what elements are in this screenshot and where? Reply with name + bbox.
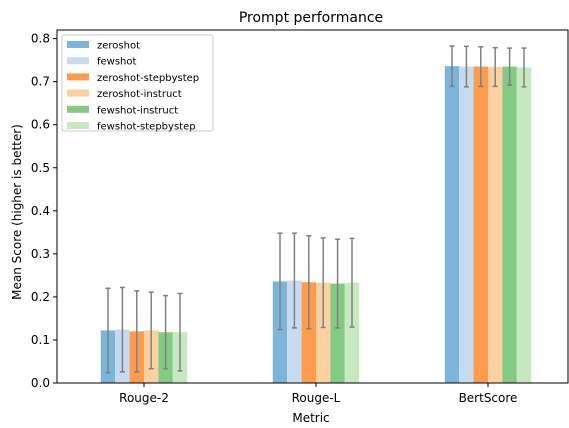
bar-zeroshot-stepbystep-rouge-l <box>301 282 316 383</box>
chart-title: Prompt performance <box>239 10 383 26</box>
y-tick-label: 0.4 <box>31 204 50 218</box>
error-bar-fewshot-instruct-bertscore <box>507 47 513 86</box>
bar-fewshot-stepbystep-bertscore <box>516 67 532 383</box>
y-tick-label: 0.5 <box>31 161 50 175</box>
axes: 0.0 0.1 0.2 0.3 0.4 0.5 0.6 0.7 0.8 Rouge-2 Rouge-… <box>31 29 569 405</box>
x-tick-label: BertScore <box>459 391 518 405</box>
legend-swatch <box>67 57 89 65</box>
legend-label: fewshot-instruct <box>97 105 178 116</box>
legend-label: fewshot <box>97 57 137 68</box>
bar-zeroshot-bertscore <box>444 66 460 383</box>
legend-item-zeroshot-stepbystep: zeroshot-stepbystep <box>67 73 199 84</box>
x-axis-label: Metric <box>292 411 329 424</box>
error-bar-zeroshot-stepbystep-bertscore <box>478 46 484 88</box>
error-bar-zeroshot-instruct-rouge-2 <box>148 291 154 370</box>
legend-label: zeroshot-stepbystep <box>97 73 199 84</box>
error-bar-zeroshot-rouge-2 <box>105 287 111 374</box>
plot-frame <box>56 29 569 384</box>
legend-item-fewshot-instruct: fewshot-instruct <box>67 105 178 116</box>
bar-fewshot-bertscore <box>459 66 474 383</box>
y-tick-label: 0.8 <box>31 32 50 46</box>
legend-item-zeroshot-instruct: zeroshot-instruct <box>67 89 182 100</box>
error-bar-fewshot-instruct-rouge-l <box>335 238 341 329</box>
error-bar-zeroshot-stepbystep-rouge-l <box>306 235 312 330</box>
bar-fewshot-instruct-bertscore <box>502 66 517 383</box>
y-tick-label: 0.3 <box>31 247 50 261</box>
bar-fewshot-instruct-rouge-l <box>330 283 345 383</box>
error-bar-zeroshot-instruct-bertscore <box>492 46 498 88</box>
legend-item-zeroshot: zeroshot <box>67 41 140 52</box>
error-bar-fewshot-rouge-2 <box>119 286 125 373</box>
legend-item-fewshot-stepbystep: fewshot-stepbystep <box>67 122 196 133</box>
legend-swatch <box>67 122 89 129</box>
error-bars <box>105 45 527 374</box>
bar-fewshot-rouge-l <box>287 280 302 383</box>
y-tick-label: 0.2 <box>31 290 50 304</box>
y-tick-label: 0.1 <box>31 333 50 347</box>
y-tick-label: 0.6 <box>31 118 50 132</box>
y-tick-label: 0.0 <box>31 376 50 390</box>
legend-label: zeroshot <box>97 41 140 52</box>
bar-fewshot-stepbystep-rouge-l <box>344 282 360 383</box>
bar-zeroshot-instruct-rouge-l <box>316 282 331 383</box>
bar-zeroshot-rouge-l <box>272 281 288 383</box>
legend: zeroshot fewshot zeroshot-stepbystep zerosh… <box>61 34 214 133</box>
legend-swatch <box>67 105 89 113</box>
y-axis-label: Mean Score (higher is better) <box>10 124 24 300</box>
error-bar-fewshot-rouge-l <box>291 232 297 329</box>
legend-box <box>61 34 214 132</box>
error-bar-fewshot-stepbystep-rouge-l <box>349 237 355 328</box>
error-bar-fewshot-stepbystep-bertscore <box>521 47 527 88</box>
legend-swatch <box>67 41 89 48</box>
error-bar-zeroshot-bertscore <box>449 45 455 88</box>
legend-swatch <box>67 73 89 81</box>
error-bar-zeroshot-stepbystep-rouge-2 <box>134 290 140 373</box>
y-tick-label: 0.7 <box>31 75 50 89</box>
error-bar-fewshot-bertscore <box>463 45 469 88</box>
legend-swatch <box>67 89 89 97</box>
legend-item-fewshot: fewshot <box>67 57 137 68</box>
x-tick-label: Rouge-2 <box>119 391 169 405</box>
x-tick-label: Rouge-L <box>292 391 341 405</box>
error-bar-zeroshot-instruct-rouge-l <box>320 237 326 329</box>
legend-label: zeroshot-instruct <box>97 89 182 100</box>
error-bar-zeroshot-rouge-l <box>277 232 283 331</box>
bar-zeroshot-stepbystep-bertscore <box>473 66 488 383</box>
legend-label: fewshot-stepbystep <box>97 122 196 133</box>
bar-zeroshot-instruct-bertscore <box>488 67 503 384</box>
error-bar-fewshot-instruct-rouge-2 <box>163 294 169 370</box>
error-bar-fewshot-stepbystep-rouge-2 <box>177 292 183 372</box>
